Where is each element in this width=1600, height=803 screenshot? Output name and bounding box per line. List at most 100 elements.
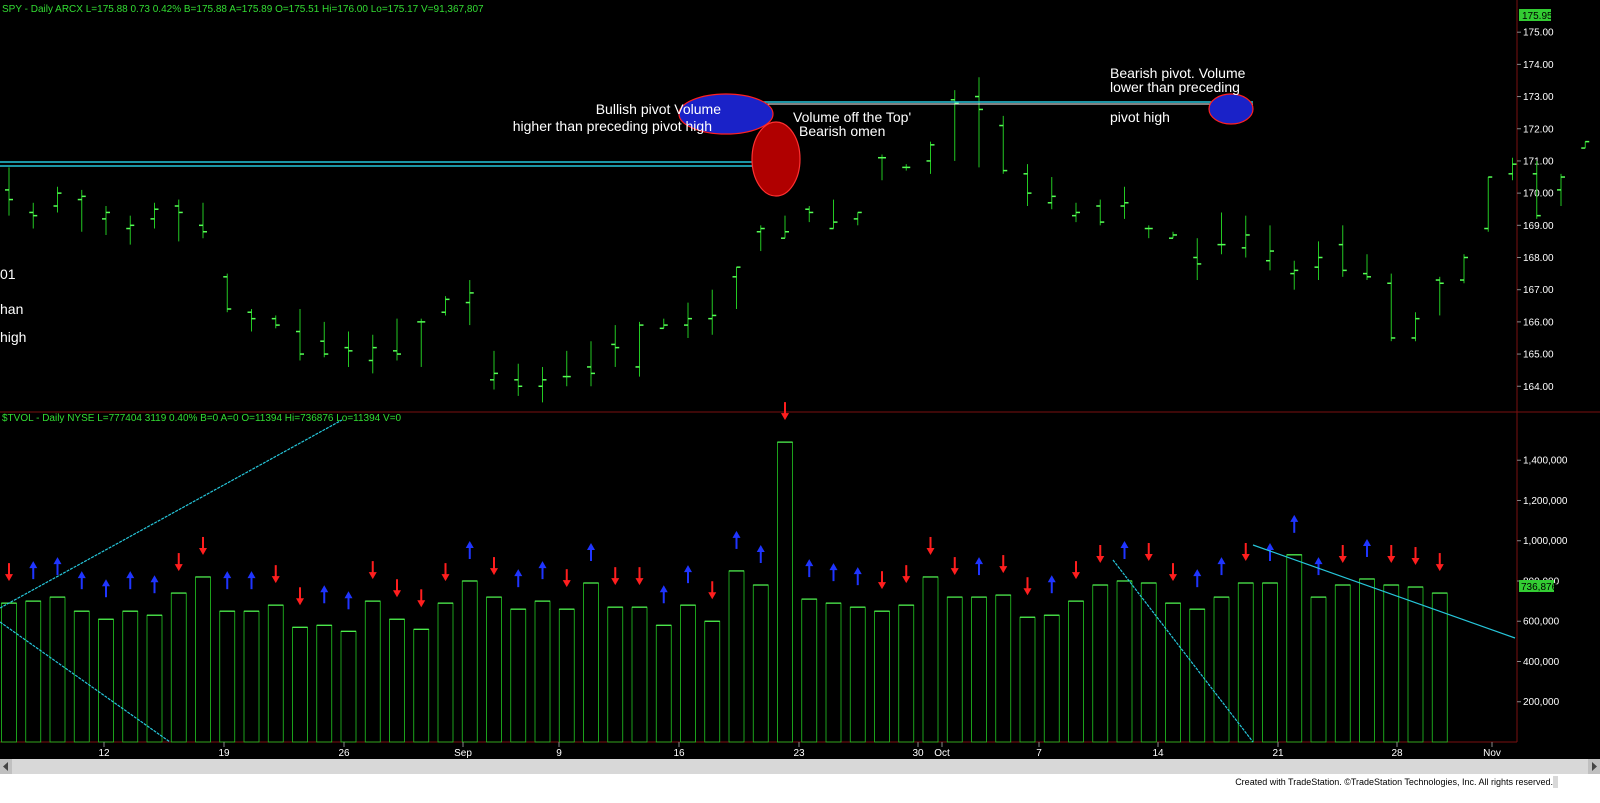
volume-trendline-down-left[interactable] [0,621,171,743]
price-tick-label: 169.00 [1523,221,1554,232]
price-tick-label: 165.00 [1523,350,1554,361]
down-arrow-icon [441,563,450,582]
price-bar [102,206,110,235]
down-arrow-icon [562,569,571,588]
pivot-arrows [5,402,1444,610]
price-bar [1363,254,1371,281]
volume-pane[interactable]: 200,000400,000600,000800,0001,000,0001,2… [0,402,1568,743]
price-bar [223,273,232,313]
date-tick-label: 21 [1272,748,1284,759]
price-axis: 164.00 165.00 166.00 167.00 168.00 169.00 170.… [1517,28,1554,393]
price-bar [999,115,1008,174]
down-arrow-icon [878,571,886,590]
price-tick-label: 172.00 [1523,124,1554,135]
bullish-note-line1: Bullish pivot Volume [596,101,722,117]
up-arrow-icon [1363,538,1371,557]
price-bar [1290,260,1299,290]
down-arrow-icon [1169,563,1177,582]
down-arrow-icon [417,589,426,608]
price-bar [926,141,935,174]
volume-trendline-up[interactable] [0,419,343,609]
price-bar [150,202,159,229]
price-pane[interactable]: 164.00 165.00 166.00 167.00 168.00 169.00 170.… [0,0,1600,413]
down-arrow-icon [1435,553,1444,572]
price-bar [271,315,280,329]
volume-tick-label: 200,000 [1523,697,1560,708]
date-tick-label: 19 [218,748,230,759]
up-arrow-icon [975,557,983,576]
price-bar [1120,186,1129,219]
price-bar [1169,231,1177,239]
price-bar [853,211,862,226]
volume-trendline-down-right[interactable] [1112,559,1254,743]
price-bar [1144,225,1153,239]
price-bar [465,280,474,326]
bullish-pivot-ellipse [678,93,774,135]
price-bar [199,202,207,239]
up-arrow-icon [320,585,329,604]
down-arrow-icon [393,579,401,598]
bearish-note-line3: pivot high [1110,109,1170,125]
volume-tick-label: 1,000,000 [1523,536,1568,547]
down-arrow-icon [950,557,959,576]
price-bar [1557,173,1565,206]
up-arrow-icon [853,567,862,586]
price-bar [781,215,789,239]
price-bar [1072,202,1080,223]
up-arrow-icon [1314,557,1323,576]
date-tick-label: 7 [1036,748,1042,759]
scroll-left-icon [3,762,8,771]
down-arrow-icon [1144,543,1153,561]
down-arrow-icon [5,563,13,582]
volume-tick-label: 1,400,000 [1523,456,1568,467]
price-bar [1460,254,1468,284]
volume-tick-label: 1,200,000 [1523,496,1568,507]
footer-grip [1553,776,1558,788]
volume-bars [1,441,1448,743]
price-tick-label: 171.00 [1523,156,1554,167]
price-bar [320,321,329,358]
price-bar [1241,215,1250,258]
price-tick-label: 167.00 [1523,285,1554,296]
volume-top-note-line1: Volume off the Top' [793,109,911,125]
date-tick-label: 16 [673,748,685,759]
annotations: Bullish pivot Volume higher than precedi… [0,65,1246,345]
scrollbar-track[interactable] [0,759,1600,774]
price-bar [417,318,426,367]
down-arrow-icon [926,536,935,555]
down-arrow-icon [1241,543,1250,561]
down-arrow-icon [1096,545,1105,564]
price-bar [77,189,86,232]
down-arrow-icon [199,536,207,555]
price-bar [368,334,377,374]
down-arrow-icon [781,402,789,421]
price-bar [393,318,401,361]
price-bar [1581,140,1590,149]
down-arrow-icon [174,553,183,572]
volume-header: $TVOL - Daily NYSE L=777404 3119 0.40% B… [2,413,402,424]
down-arrow-icon [1411,547,1420,566]
price-bar [635,321,644,377]
down-arrow-icon [271,565,280,584]
up-arrow-icon [538,561,547,580]
footer-bar [0,774,1600,803]
price-bar [441,296,450,316]
scrollbar[interactable] [0,759,1600,774]
left-clipped-note1: 01 [0,266,16,282]
up-arrow-icon [1290,514,1299,533]
date-tick-label: 12 [98,748,110,759]
down-arrow-icon [1023,577,1032,596]
down-arrow-icon [902,565,911,584]
up-arrow-icon [344,591,353,610]
price-bar [538,366,547,403]
down-arrow-icon [1072,561,1080,580]
volume-trendline-declining[interactable] [1252,544,1516,639]
trendlines[interactable] [0,101,1516,743]
price-bar [562,350,571,387]
date-tick-label: 30 [912,748,924,759]
price-tick-label: 164.00 [1523,382,1554,393]
volume-tick-label: 600,000 [1523,617,1560,628]
price-tick-label: 170.00 [1523,189,1554,200]
price-bar [878,154,886,181]
